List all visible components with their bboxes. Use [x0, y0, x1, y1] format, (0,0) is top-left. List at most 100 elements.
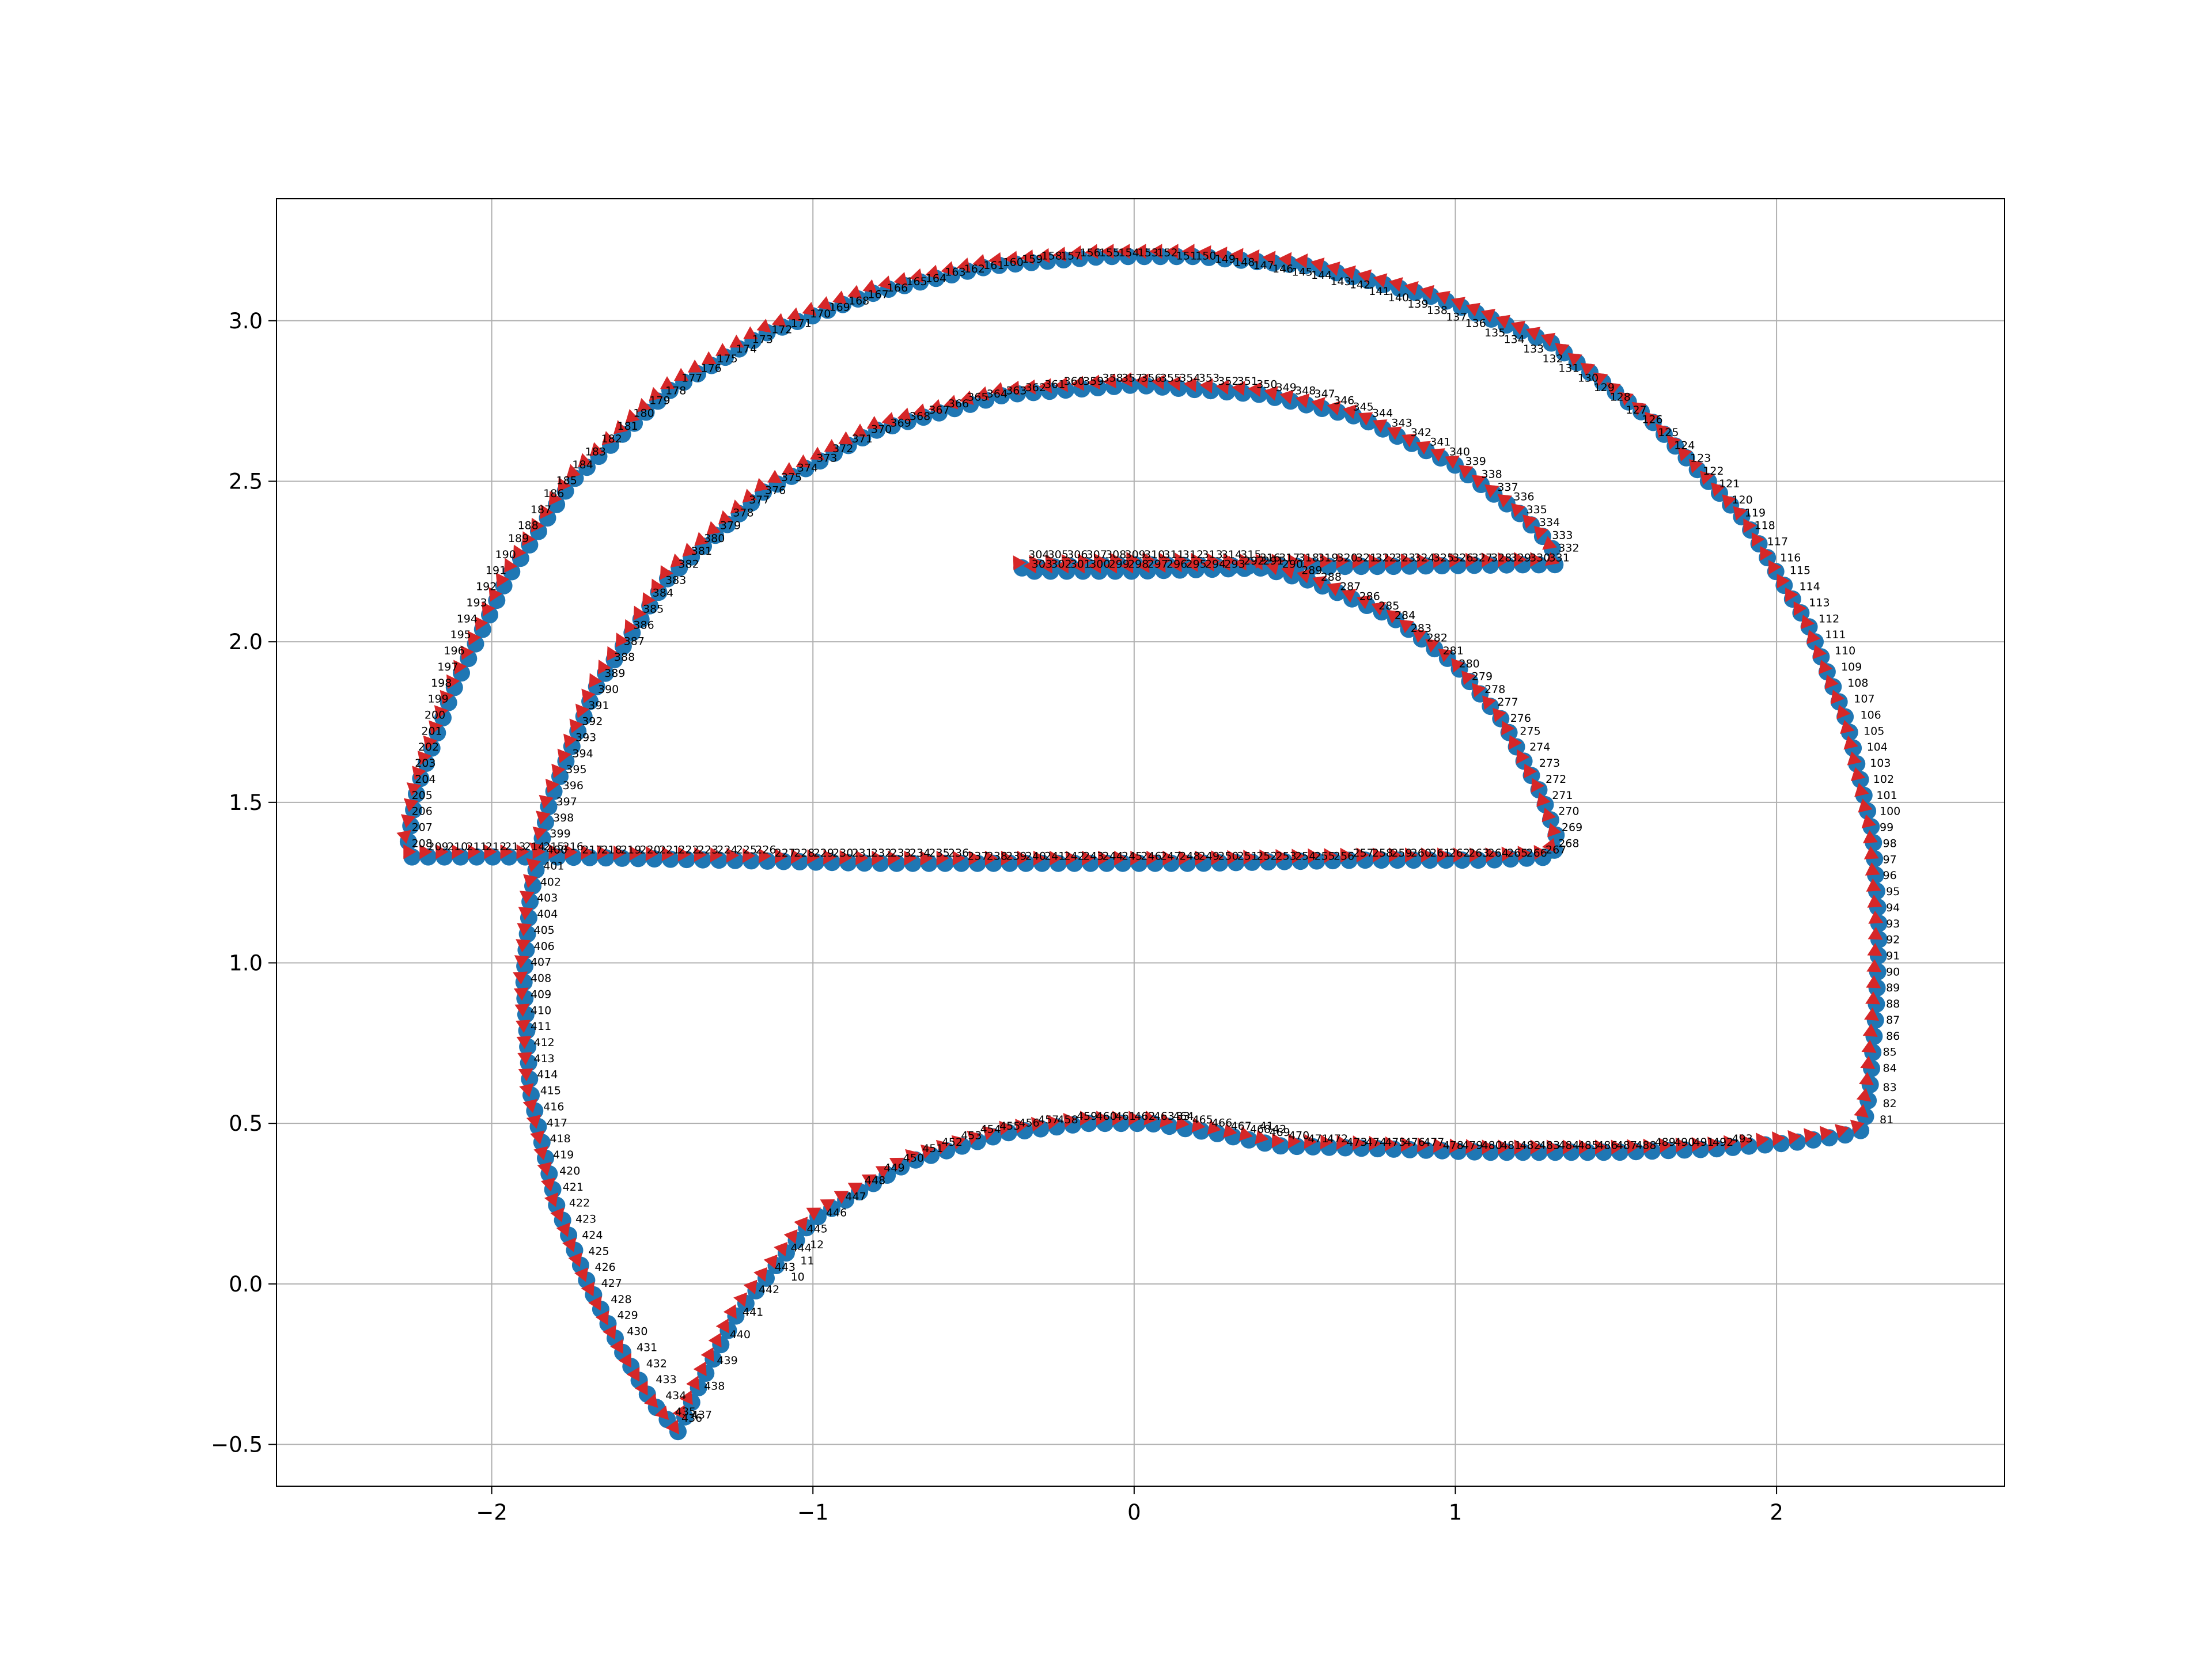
arrow-marker [618, 1353, 631, 1368]
point-index-label: 129 [1594, 381, 1615, 394]
point-index-label: 205 [412, 789, 433, 802]
point-index-label: 427 [601, 1277, 622, 1290]
arrow-marker [1387, 426, 1402, 440]
point-index-label: 425 [588, 1245, 609, 1257]
arrow-marker [1389, 277, 1403, 292]
arrow-marker [1541, 838, 1556, 853]
point-index-label: 391 [588, 699, 609, 712]
point-index-label: 110 [1835, 645, 1855, 657]
arrow-marker [536, 810, 551, 825]
point-index-label: 301 [1070, 558, 1091, 571]
point-index-label: 449 [884, 1161, 904, 1174]
arrow-marker [1643, 1138, 1657, 1154]
point-index-label: 177 [681, 372, 702, 384]
point-index-label: 467 [1231, 1120, 1252, 1132]
arrow-marker [1593, 372, 1608, 387]
arrow-marker [1287, 554, 1301, 569]
point-index-label: 465 [1192, 1113, 1213, 1126]
arrow-marker [1824, 675, 1839, 690]
point-index-label: 453 [961, 1130, 982, 1142]
point-index-label: 141 [1369, 285, 1389, 298]
arrow-marker [706, 521, 721, 535]
arrow-marker [537, 1162, 552, 1176]
arrow-marker [1052, 247, 1066, 262]
arrow-marker [1279, 389, 1294, 405]
point-index-label: 321 [1356, 551, 1377, 564]
arrow-marker [855, 850, 869, 866]
arrow-marker [403, 844, 416, 859]
arrow-marker [730, 499, 745, 514]
point-index-label: 283 [1411, 622, 1431, 635]
arrow-marker [787, 307, 802, 322]
point-index-label: 112 [1819, 612, 1839, 625]
arrow-marker [1843, 735, 1858, 750]
arrow-marker [1291, 849, 1305, 864]
arrow-marker [467, 631, 482, 646]
arrow-marker [823, 850, 836, 865]
arrow-marker [1868, 926, 1883, 940]
point-index-label: 336 [1513, 491, 1534, 503]
arrow-marker [767, 469, 782, 483]
arrow-marker [905, 1149, 919, 1164]
arrow-marker [1255, 1129, 1269, 1145]
point-index-label: 408 [531, 972, 551, 985]
arrow-marker [1724, 1135, 1737, 1150]
point-index-label: 364 [987, 388, 1007, 400]
arrow-marker [1850, 767, 1866, 781]
point-index-label: 410 [531, 1004, 551, 1017]
point-index-label: 433 [656, 1373, 676, 1386]
arrow-marker [475, 616, 488, 631]
point-index-label: 418 [550, 1132, 570, 1145]
arrow-marker [563, 733, 578, 748]
arrow-marker [1834, 1124, 1849, 1139]
arrow-marker [742, 488, 757, 503]
point-index-label: 482 [1520, 1139, 1540, 1152]
arrow-marker [753, 1267, 768, 1282]
point-index-label: 133 [1523, 343, 1544, 355]
point-index-label: 368 [910, 410, 930, 423]
point-index-label: 382 [678, 558, 699, 571]
arrow-marker [1804, 1128, 1817, 1143]
arrow-marker [774, 1241, 788, 1257]
arrow-marker [435, 844, 449, 859]
point-index-label: 179 [649, 394, 670, 407]
arrow-marker [1862, 1024, 1878, 1037]
point-index-label: 96 [1883, 869, 1897, 882]
point-index-label: 357 [1122, 372, 1142, 384]
point-index-label: 146 [1272, 263, 1293, 275]
arrow-marker [1461, 671, 1476, 685]
point-index-label: 480 [1482, 1139, 1502, 1152]
point-index-label: 381 [691, 545, 712, 558]
arrow-marker [1482, 1139, 1495, 1155]
arrow-marker [396, 830, 411, 844]
point-index-label: 249 [1199, 850, 1219, 863]
point-index-label: 247 [1160, 850, 1181, 863]
point-index-label: 396 [563, 779, 584, 792]
arrow-marker [1373, 273, 1388, 288]
point-index-label: 367 [929, 404, 949, 416]
arrow-marker [548, 491, 562, 506]
point-index-label: 269 [1562, 821, 1582, 834]
point-index-label: 378 [733, 506, 753, 519]
arrow-marker [1579, 1139, 1592, 1155]
arrow-marker [1195, 850, 1208, 866]
arrow-marker [1445, 455, 1460, 469]
point-index-label: 324 [1414, 551, 1434, 564]
arrow-marker [429, 720, 443, 735]
arrow-marker [1497, 494, 1512, 508]
arrow-marker [1772, 1131, 1786, 1146]
point-index-label: 199 [428, 693, 449, 706]
arrow-marker [1013, 555, 1027, 571]
arrow-marker [1191, 1118, 1206, 1133]
point-index-label: 86 [1886, 1030, 1900, 1043]
point-index-label: 155 [1099, 247, 1120, 259]
arrow-marker [1320, 1134, 1334, 1150]
point-index-label: 434 [665, 1389, 686, 1402]
arrow-marker [1069, 245, 1082, 260]
point-index-label: 293 [1224, 558, 1245, 571]
point-index-label: 477 [1423, 1136, 1444, 1149]
arrow-marker [1320, 554, 1333, 569]
point-index-label: 474 [1366, 1136, 1387, 1149]
point-index-label: 254 [1295, 850, 1316, 863]
point-index-label: 377 [749, 494, 770, 506]
